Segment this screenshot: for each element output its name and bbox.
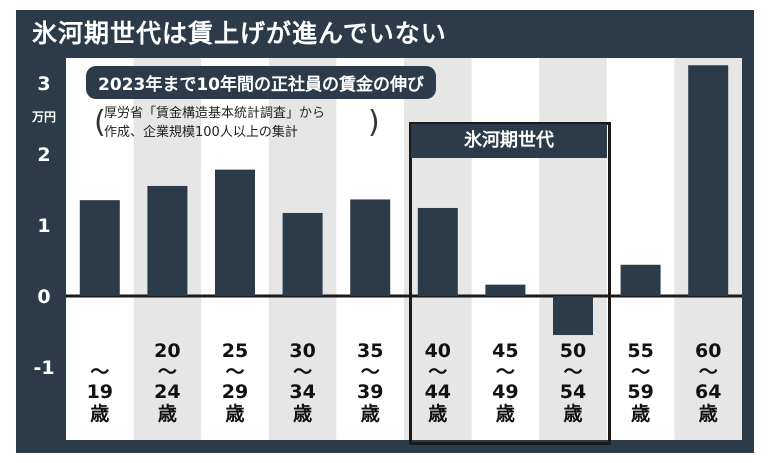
x-axis-labels: 〜19歳20〜24歳25〜29歳30〜34歳35〜39歳40〜44歳45〜49歳… — [87, 340, 722, 425]
x-tick-label: 歳 — [158, 403, 177, 425]
bars — [79, 65, 729, 336]
x-tick-label: 〜 — [563, 361, 582, 383]
bar — [485, 284, 526, 296]
x-tick-label: 歳 — [631, 403, 650, 425]
x-tick-label: 64 — [695, 381, 721, 403]
y-tick-label: 0 — [37, 286, 50, 308]
x-tick-label: 歳 — [496, 403, 515, 425]
x-tick-label: 35 — [357, 340, 383, 362]
source-close-paren: ) — [368, 105, 380, 140]
chart-title: 氷河期世代は賃上げが進んでいない — [32, 19, 447, 48]
x-tick-label: 39 — [357, 381, 383, 403]
x-tick-label: 25 — [222, 340, 248, 362]
x-tick-label: 歳 — [563, 403, 582, 425]
y-axis-ticks: 3 2 1 0 -1 — [33, 73, 54, 379]
x-tick-label: 〜 — [361, 361, 380, 383]
source-open-paren: ( — [94, 105, 106, 140]
source-note: 厚労省「賃金構造基本統計調査」から 作成、企業規模100人以上の集計 — [104, 104, 325, 142]
x-tick-label: 40 — [425, 340, 451, 362]
y-axis-unit: 万円 — [31, 110, 56, 124]
x-tick-label: 20 — [154, 340, 180, 362]
x-tick-label: 歳 — [699, 403, 718, 425]
x-tick-label: 59 — [627, 381, 653, 403]
x-tick-label: 歳 — [361, 403, 380, 425]
x-tick-label: 44 — [425, 381, 451, 403]
x-tick-label: 歳 — [90, 403, 109, 425]
y-tick-label: 1 — [37, 215, 50, 237]
bar — [350, 199, 391, 296]
bar — [417, 207, 458, 296]
x-tick-label: 30 — [289, 340, 315, 362]
x-tick-label: 34 — [289, 381, 315, 403]
x-tick-label: 〜 — [428, 361, 447, 383]
x-tick-label: 歳 — [225, 403, 244, 425]
x-tick-label: 〜 — [699, 361, 718, 383]
x-tick-label: 29 — [222, 381, 248, 403]
x-tick-label: 〜 — [90, 361, 109, 383]
y-tick-label: 2 — [37, 144, 50, 166]
bar — [688, 65, 729, 296]
bar — [553, 296, 593, 336]
x-tick-label: 〜 — [158, 361, 177, 383]
source-line-1: 厚労省「賃金構造基本統計調査」から — [104, 106, 326, 121]
x-tick-label: 60 — [695, 340, 721, 362]
source-line-2: 作成、企業規模100人以上の集計 — [104, 125, 298, 140]
x-tick-label: 45 — [492, 340, 518, 362]
y-tick-label: -1 — [33, 357, 54, 379]
x-tick-label: 55 — [627, 340, 653, 362]
y-tick-label: 3 — [37, 73, 50, 95]
chart-subtitle: 2023年まで10年間の正社員の賃金の伸び — [86, 66, 436, 99]
x-tick-label: 49 — [492, 381, 518, 403]
bar — [282, 212, 323, 296]
x-tick-label: 24 — [154, 381, 180, 403]
highlight-group-label: 氷河期世代 — [411, 124, 607, 158]
bar — [79, 200, 120, 296]
x-tick-label: 〜 — [496, 361, 515, 383]
bar — [620, 264, 661, 296]
x-tick-label: 50 — [560, 340, 586, 362]
x-tick-label: 歳 — [293, 403, 312, 425]
bar — [147, 185, 188, 296]
x-tick-label: 〜 — [293, 361, 312, 383]
x-tick-label: 〜 — [225, 361, 244, 383]
x-tick-label: 54 — [560, 381, 586, 403]
x-tick-label: 19 — [87, 381, 113, 403]
x-tick-label: 〜 — [631, 361, 650, 383]
category-stripe — [539, 58, 607, 440]
bar — [215, 169, 255, 296]
x-tick-label: 歳 — [428, 403, 447, 425]
